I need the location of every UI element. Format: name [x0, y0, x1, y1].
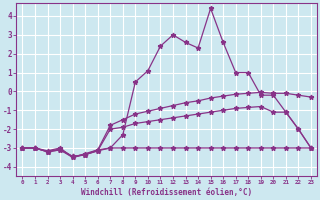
- X-axis label: Windchill (Refroidissement éolien,°C): Windchill (Refroidissement éolien,°C): [81, 188, 252, 197]
